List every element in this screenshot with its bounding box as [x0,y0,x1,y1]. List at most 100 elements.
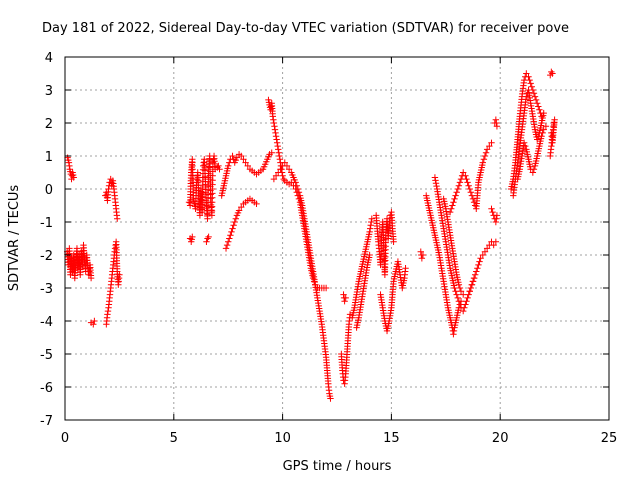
data-point [450,327,458,335]
data-point [367,222,374,229]
data-point [480,156,488,163]
data-point [226,235,233,242]
data-point [366,228,373,236]
data-point [477,255,484,262]
data-point [474,265,481,272]
data-point [454,294,461,302]
data-point [492,116,500,123]
y-tick-label: -3 [40,282,53,297]
data-point [464,294,471,302]
data-point [455,298,463,305]
y-tick-label: -4 [40,315,53,330]
data-point [285,166,293,173]
data-point [452,288,459,295]
data-point [231,218,238,226]
data-point [272,133,280,140]
data-point [226,159,233,166]
data-point [462,172,469,179]
data-point [366,225,374,232]
data-point [91,317,98,325]
data-point [244,162,251,170]
data-point [535,103,542,110]
data-point [476,258,483,265]
data-point [322,284,330,292]
data-point [492,238,500,245]
data-point [483,245,491,252]
data-point [520,139,528,146]
data-point [448,205,455,212]
data-point [493,119,500,127]
data-points-layer [63,68,558,402]
data-point [292,185,299,193]
data-point [523,93,530,100]
data-point [493,215,500,222]
x-tick-label: 15 [383,431,400,446]
data-point [475,261,482,269]
data-point [460,169,467,176]
data-point [460,307,467,315]
y-tick-label: -7 [40,414,53,429]
x-tick-label: 0 [61,431,69,446]
data-point [222,245,230,252]
data-point [116,271,123,278]
data-point [294,192,302,199]
data-point [533,136,541,143]
x-tick-label: 25 [601,431,618,446]
data-point [432,177,439,184]
y-tick-label: -2 [40,249,53,264]
data-point [104,311,111,318]
data-point [275,149,282,156]
data-point [532,96,540,104]
y-tick-label: 0 [45,183,53,198]
data-point [223,241,231,249]
data-point [431,174,439,181]
data-point [295,195,303,203]
data-point [273,139,281,146]
data-point [390,238,397,245]
y-tick-label: -1 [40,216,53,231]
data-point [461,304,468,311]
data-point [90,321,97,328]
plot-frame [64,56,610,421]
data-point [536,106,543,113]
data-point [229,152,236,160]
data-point [467,284,475,292]
data-point [273,136,280,143]
data-point [481,152,489,160]
data-point [453,291,460,298]
data-point [483,146,491,153]
data-point [242,159,249,166]
data-point [105,185,112,193]
data-point [253,200,260,208]
data-point [526,76,533,84]
data-point [479,251,486,259]
data-point [548,68,555,76]
data-point [240,156,247,163]
y-tick-label: 3 [45,84,53,99]
data-point [462,301,469,308]
data-point [275,146,282,153]
data-point [270,116,277,123]
data-point [548,129,555,137]
data-point [290,182,297,189]
data-point [466,185,473,193]
data-point [271,123,278,130]
data-point [489,208,496,216]
data-point [268,149,275,156]
data-point [272,129,279,137]
data-point [456,179,464,186]
data-point [225,162,232,170]
data-point [450,331,457,338]
data-point [540,126,547,133]
data-point [270,119,278,127]
data-point [229,225,236,232]
x-tick-label: 20 [492,431,509,446]
data-point [451,195,458,203]
data-point [528,83,535,90]
data-point [456,284,464,292]
data-point [274,142,281,150]
data-point [418,255,426,262]
x-axis-label: GPS time / hours [283,459,392,474]
data-point [473,268,480,275]
data-point [238,203,245,211]
